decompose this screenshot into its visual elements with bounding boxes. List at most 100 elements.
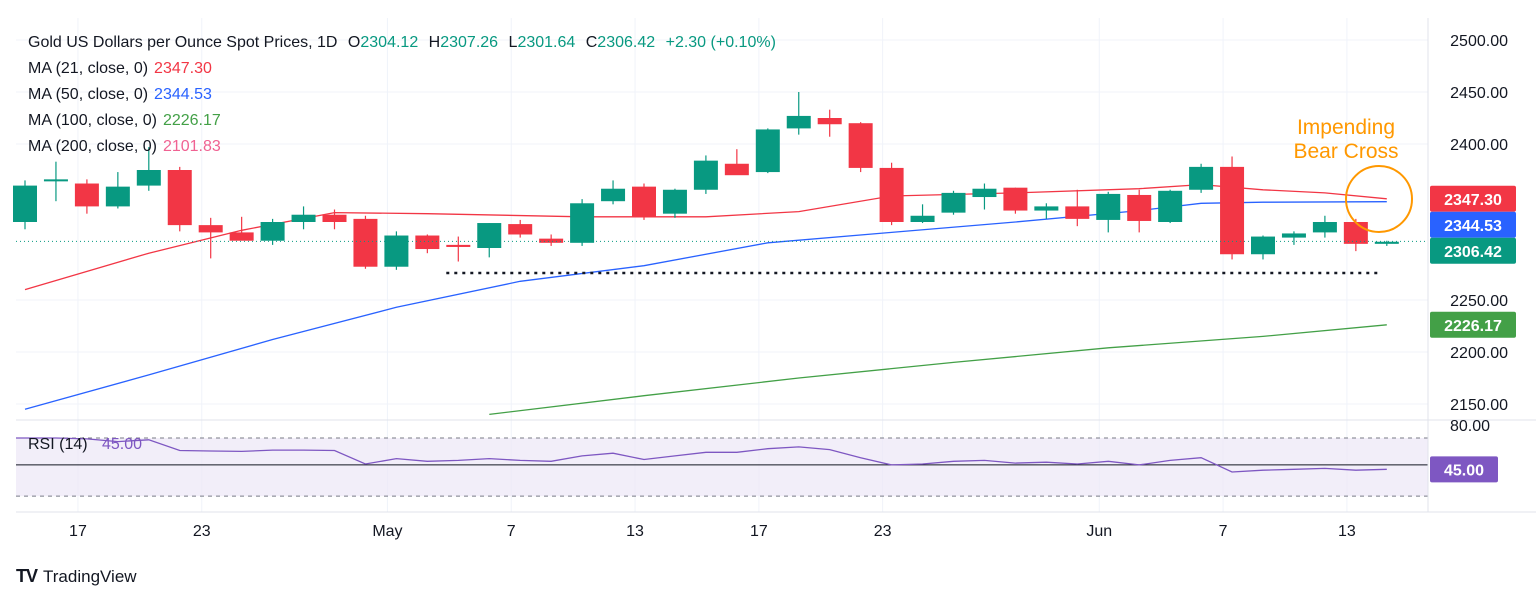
symbol-title: Gold US Dollars per Ounce Spot Prices, 1… <box>28 34 338 51</box>
candle-body <box>1220 166 1245 255</box>
candle-body <box>601 188 626 202</box>
candle <box>167 166 192 232</box>
ma21-legend: MA (21, close, 0) 2347.30 <box>28 60 212 77</box>
grid-lines <box>16 18 1428 512</box>
candle-body <box>693 160 718 190</box>
candle-body <box>229 232 254 241</box>
price-tag-bg <box>1430 311 1516 338</box>
candle <box>136 147 161 191</box>
y-tick-label: 2400.00 <box>1450 137 1508 154</box>
bear-cross-annotation: Impending Bear Cross <box>1293 116 1413 233</box>
x-tick-label: 23 <box>874 523 892 540</box>
candle-body <box>477 223 502 248</box>
ohlc-open: O2304.12 <box>347 34 419 51</box>
annotation-line-2: Bear Cross <box>1293 140 1398 163</box>
candle-body <box>1281 233 1306 238</box>
ma100-legend: MA (100, close, 0) 2226.17 <box>28 112 221 129</box>
candle <box>817 109 842 137</box>
candle <box>415 234 440 254</box>
candle-body <box>1251 236 1275 255</box>
ohlc-high: H2307.26 <box>428 34 499 51</box>
candle-body <box>910 215 935 222</box>
rsi-upper-tick: 80.00 <box>1450 418 1490 435</box>
candle <box>786 92 811 135</box>
candle-body <box>74 183 99 207</box>
rsi-line <box>16 437 1387 473</box>
candle-body <box>1312 222 1337 233</box>
candle <box>1281 231 1306 245</box>
y-tick-label: 2500.00 <box>1450 33 1508 50</box>
price-tag-label: 2226.17 <box>1444 318 1502 335</box>
x-tick-label: 17 <box>750 523 768 540</box>
candle-body <box>291 214 316 222</box>
price-tag: 2306.42 <box>1430 237 1516 264</box>
rsi-label: RSI (14) <box>28 436 88 453</box>
tradingview-wordmark: TradingView <box>43 566 137 586</box>
price-tag-label: 2344.53 <box>1444 218 1502 235</box>
candle <box>508 219 533 238</box>
candle-body <box>817 118 842 125</box>
chart-svg: RSI (14) 45.00 2500.00 2450.00 2400.00 2250.… <box>13 18 1536 540</box>
candle <box>1065 189 1090 227</box>
candle-body <box>1065 206 1090 219</box>
price-tag: 2347.30 <box>1430 185 1516 212</box>
y-tick-label: 2200.00 <box>1450 345 1508 362</box>
candle <box>1251 235 1275 260</box>
candle <box>105 172 130 209</box>
candle-body <box>1127 194 1152 221</box>
candle <box>1096 191 1121 233</box>
candle <box>1127 189 1152 233</box>
ma200-value: 2101.83 <box>162 138 221 155</box>
x-tick-label: 7 <box>507 523 516 540</box>
candle-body <box>415 235 440 250</box>
candle <box>755 128 780 174</box>
price-tag-bg <box>1430 211 1516 238</box>
candle <box>43 161 68 202</box>
rsi-legend-value: 45.00 <box>102 436 142 453</box>
candle-body <box>136 170 161 186</box>
symbol-row: Gold US Dollars per Ounce Spot Prices, 1… <box>28 30 782 56</box>
chart-legend: Gold US Dollars per Ounce Spot Prices, 1… <box>28 30 782 160</box>
candle <box>632 183 656 220</box>
candle-body <box>724 163 749 176</box>
rsi-tag-label: 45.00 <box>1444 462 1484 479</box>
candle-body <box>570 203 595 243</box>
axes: 2500.00 2450.00 2400.00 2250.00 2200.00 2150.… <box>16 18 1536 540</box>
candle-body <box>1343 222 1368 244</box>
candle <box>322 209 347 230</box>
candle <box>570 199 595 246</box>
support-level <box>16 240 1428 275</box>
candle-body <box>43 179 68 182</box>
ma50-value: 2344.53 <box>154 86 212 103</box>
rsi-pane: RSI (14) 45.00 <box>16 419 1536 497</box>
tradingview-logo-icon: TV <box>16 566 38 586</box>
candle-body <box>972 188 997 198</box>
candle-body <box>508 224 533 235</box>
candle-body <box>662 189 687 214</box>
rsi-band <box>16 438 1428 497</box>
ma50-line <box>24 201 1387 410</box>
candle <box>291 206 316 230</box>
ma50-legend: MA (50, close, 0) 2344.53 <box>28 86 212 103</box>
candle <box>384 231 409 270</box>
x-tick-label: 17 <box>69 523 87 540</box>
candle-body <box>539 238 564 243</box>
candle-body <box>1034 206 1059 211</box>
candle <box>74 179 99 214</box>
x-tick-label: May <box>372 523 402 540</box>
ohlc-low: L2301.64 <box>508 34 576 51</box>
x-tick-label: 13 <box>626 523 644 540</box>
candle <box>879 162 904 226</box>
bear-cross-circle <box>1345 165 1413 233</box>
candle <box>198 217 223 259</box>
candle <box>848 122 873 173</box>
candle-body <box>322 214 347 222</box>
candle <box>260 218 285 245</box>
tradingview-watermark: TV TradingView <box>16 566 137 587</box>
ma200-legend: MA (200, close, 0) 2101.83 <box>28 138 221 155</box>
candle-body <box>632 186 656 217</box>
candle-body <box>1158 190 1183 222</box>
candlesticks <box>13 92 1399 270</box>
candle-body <box>755 129 780 173</box>
candle-body <box>167 170 192 226</box>
